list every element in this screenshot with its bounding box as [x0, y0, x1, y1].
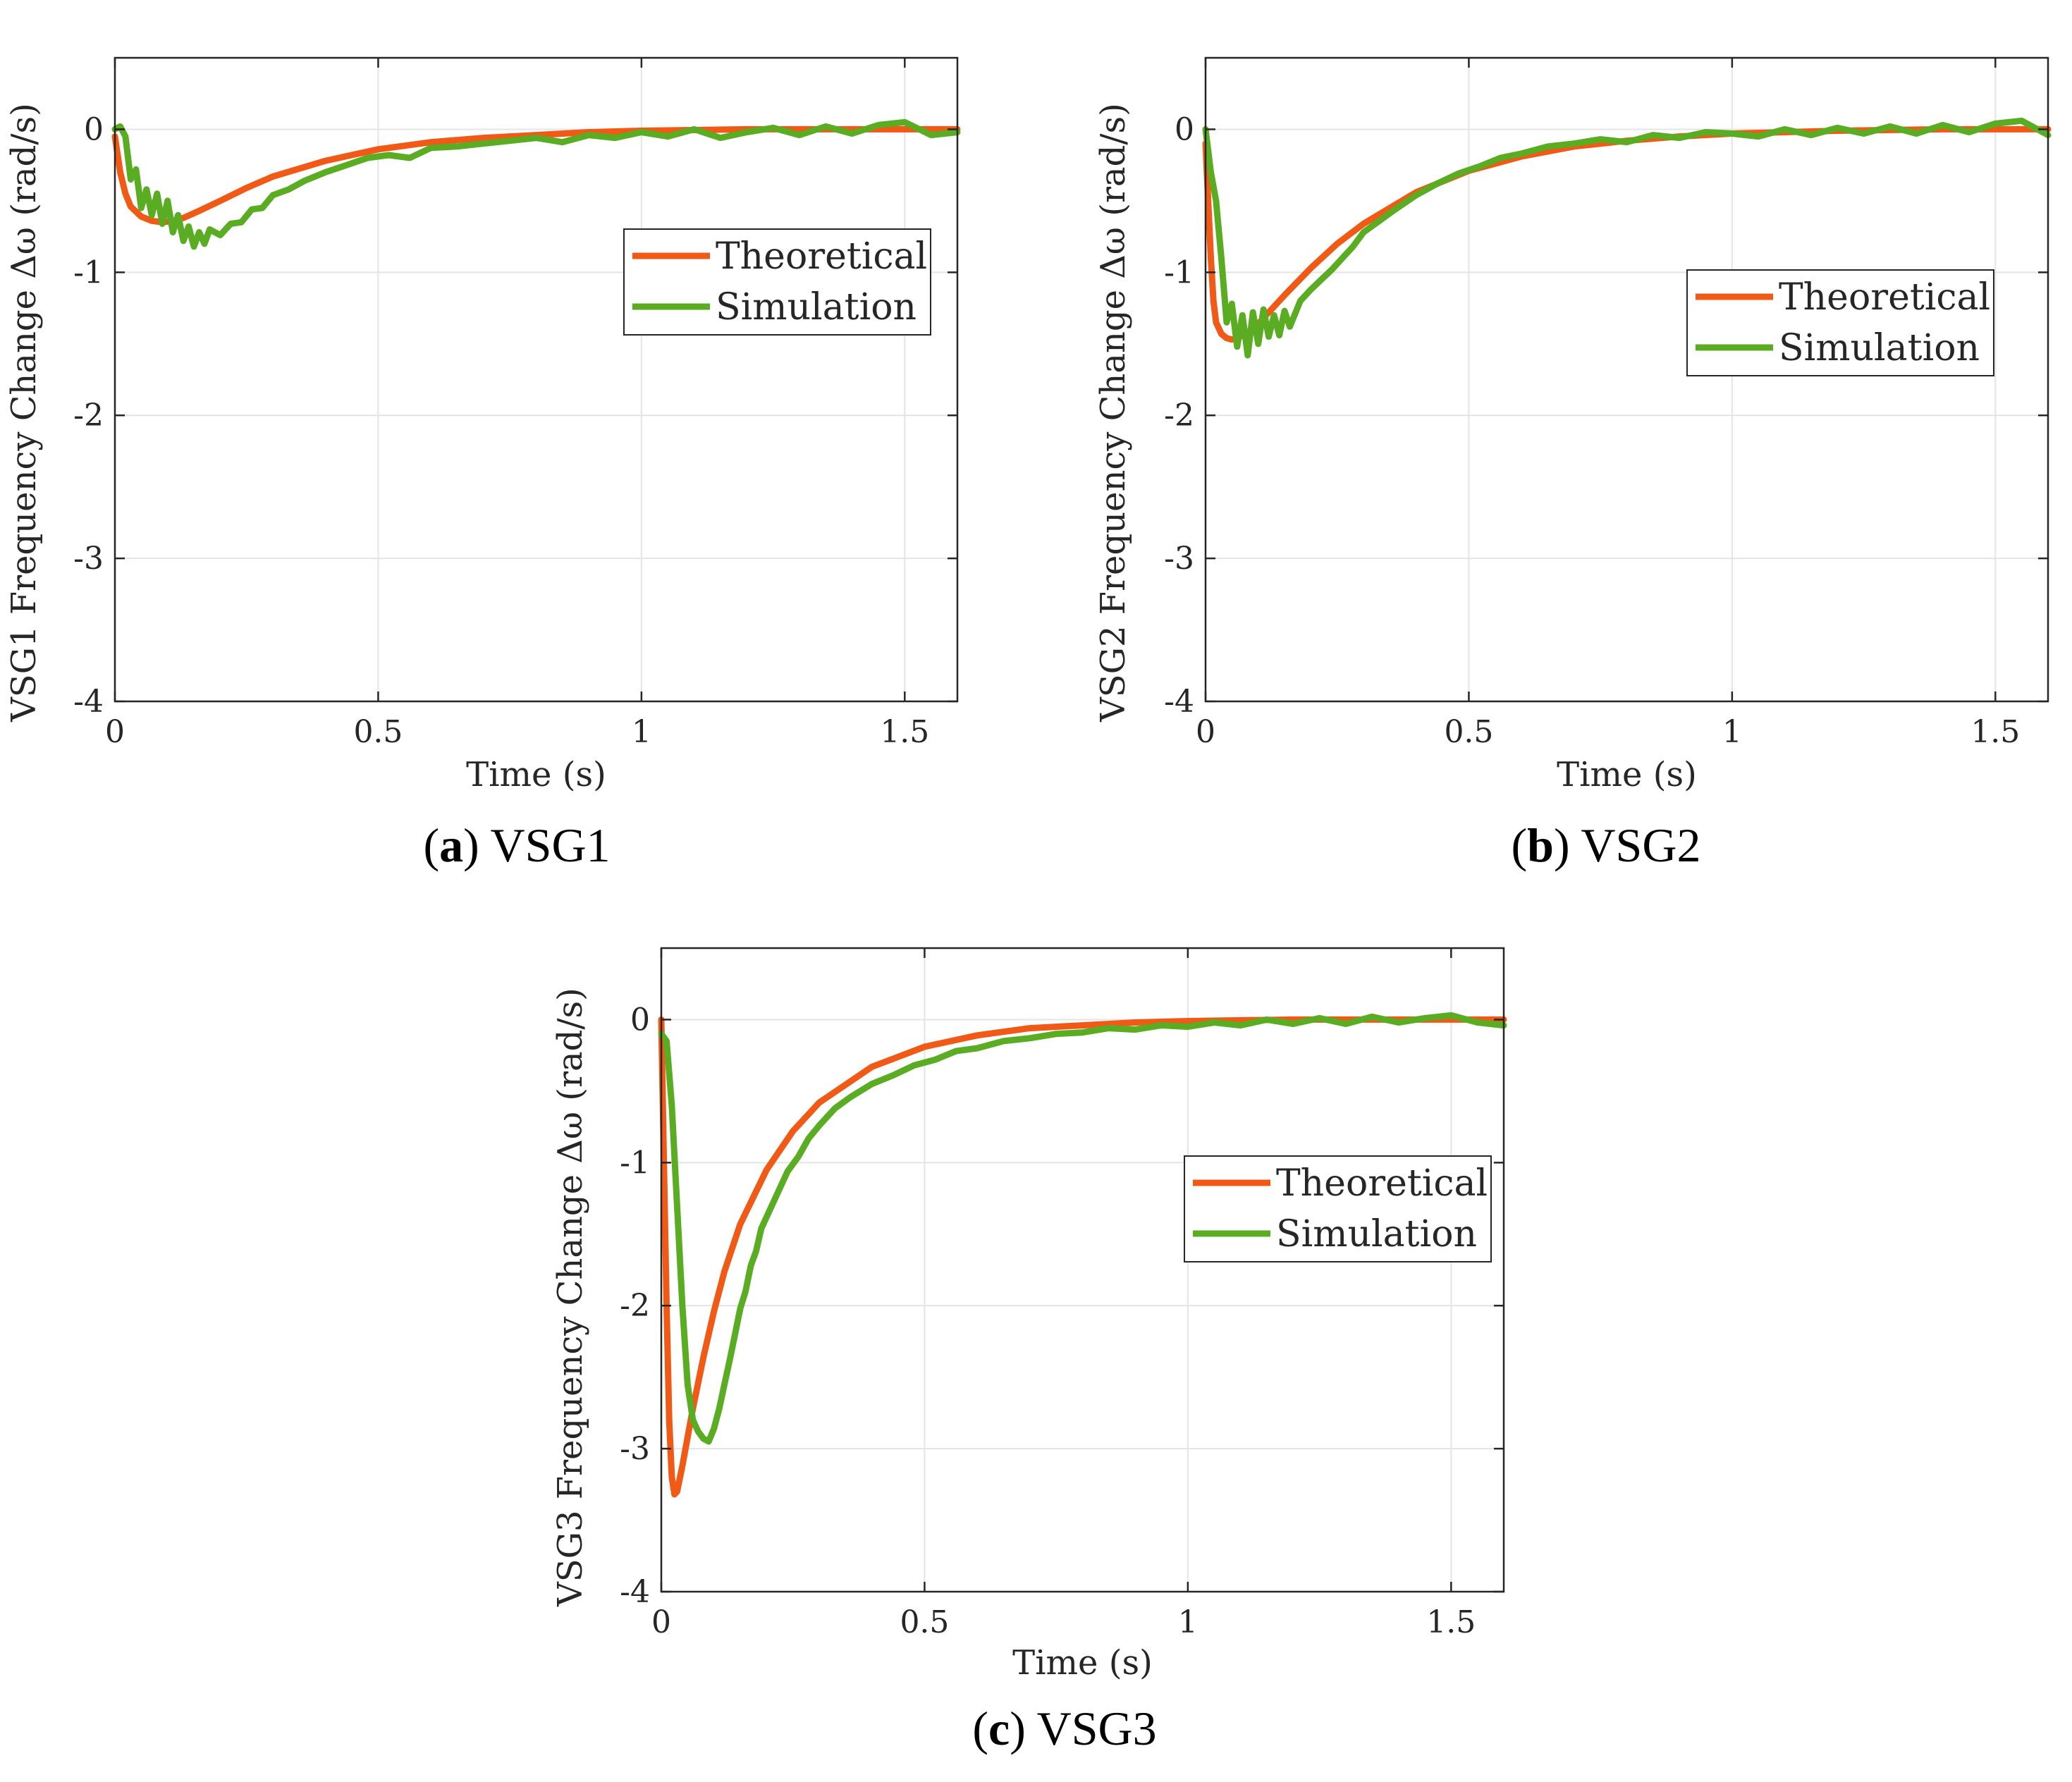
x-axis-label: Time (s) [1557, 755, 1697, 794]
x-tick-label: 0.5 [353, 714, 403, 750]
plot-area [115, 58, 957, 701]
y-tick-label: 0 [84, 111, 104, 147]
axes-box [660, 947, 1505, 1593]
y-tick-label: -2 [620, 1288, 650, 1324]
x-tick-label: 1.5 [880, 714, 929, 750]
x-tick-label: 1.5 [1426, 1604, 1476, 1640]
y-tick-label: -3 [73, 541, 104, 577]
x-axis-label: Time (s) [466, 755, 606, 794]
caption-letter: c [988, 1702, 1010, 1755]
legend-box [1184, 1155, 1492, 1262]
legend-label-theoretical: Theoretical [1779, 276, 1990, 319]
legend: Theoretical Simulation [1686, 269, 1994, 376]
x-tick-label: 1 [1722, 714, 1742, 750]
series-line-theoretical [658, 1016, 1507, 1498]
caption-open: ( [423, 818, 439, 872]
y-tick-label: 0 [1175, 111, 1194, 147]
legend-label-theoretical: Theoretical [1276, 1162, 1488, 1205]
y-tick-label: -2 [1164, 398, 1194, 434]
y-tick-label: -2 [73, 398, 104, 434]
caption-text: VSG1 [479, 818, 611, 872]
series-line-simulation [658, 1012, 1507, 1445]
caption-text: VSG2 [1570, 818, 1701, 872]
panel-caption: (a) VSG1 [423, 818, 610, 872]
x-tick-label: 0 [1196, 714, 1215, 750]
panel-a: 0 0.5 1 1.5 0 -1 -2 -3 -4 Time (s) VSG1 Frequency … [4, 56, 961, 872]
y-tick-label: -1 [1164, 254, 1194, 290]
plot-area [661, 948, 1504, 1592]
legend-label-simulation: Simulation [1779, 327, 1980, 369]
legend: Theoretical Simulation [623, 228, 931, 336]
x-tick-label: 0.5 [900, 1604, 949, 1640]
legend: Theoretical Simulation [1184, 1155, 1492, 1262]
y-tick-label: -1 [620, 1145, 650, 1181]
legend-label-theoretical: Theoretical [716, 235, 927, 278]
legend-box [1686, 269, 1994, 376]
axes-box [114, 56, 959, 703]
x-tick-label: 0 [651, 1604, 671, 1640]
axes-box [1204, 56, 2049, 703]
legend-box [623, 228, 931, 336]
x-tick-label: 0.5 [1444, 714, 1493, 750]
series-line-theoretical [111, 125, 961, 226]
y-tick-label: -4 [1164, 684, 1194, 720]
caption-letter: a [439, 818, 463, 872]
panel-b: 0 0.5 1 1.5 0 -1 -2 -3 -4 Time (s) VSG2 Frequency … [1093, 56, 2052, 872]
x-tick-label: 1 [632, 714, 651, 750]
caption-open: ( [1512, 818, 1528, 872]
y-axis-label: VSG3 Frequency Change Δω (rad/s) [551, 988, 590, 1607]
legend-label-simulation: Simulation [1276, 1213, 1477, 1255]
panel-caption: (c) VSG3 [972, 1702, 1156, 1755]
caption-text: VSG3 [1026, 1702, 1157, 1755]
caption-letter: b [1527, 818, 1554, 872]
caption-close: ) [1010, 1702, 1026, 1755]
y-tick-label: -1 [73, 254, 104, 290]
legend-label-simulation: Simulation [716, 286, 917, 328]
y-tick-label: -4 [73, 684, 104, 720]
caption-close: ) [1554, 818, 1570, 872]
x-tick-label: 1.5 [1970, 714, 2020, 750]
y-tick-label: -4 [620, 1574, 650, 1610]
y-axis-label: VSG1 Frequency Change Δω (rad/s) [4, 103, 44, 723]
y-tick-label: 0 [630, 1002, 650, 1038]
x-tick-label: 0 [105, 714, 125, 750]
x-axis-label: Time (s) [1012, 1643, 1153, 1683]
panel-caption: (b) VSG2 [1512, 818, 1701, 872]
y-tick-label: -3 [620, 1431, 650, 1467]
x-tick-label: 1 [1178, 1604, 1198, 1640]
caption-close: ) [463, 818, 479, 872]
y-axis-label: VSG2 Frequency Change Δω (rad/s) [1093, 103, 1133, 723]
series-line-simulation [111, 118, 961, 250]
y-tick-label: -3 [1164, 541, 1194, 577]
series-line-simulation [1202, 117, 2052, 359]
caption-open: ( [972, 1702, 988, 1755]
panel-c: 0 0.5 1 1.5 0 -1 -2 -3 -4 Time (s) VSG3 Frequency … [551, 947, 1507, 1755]
plot-area [1206, 58, 2048, 701]
